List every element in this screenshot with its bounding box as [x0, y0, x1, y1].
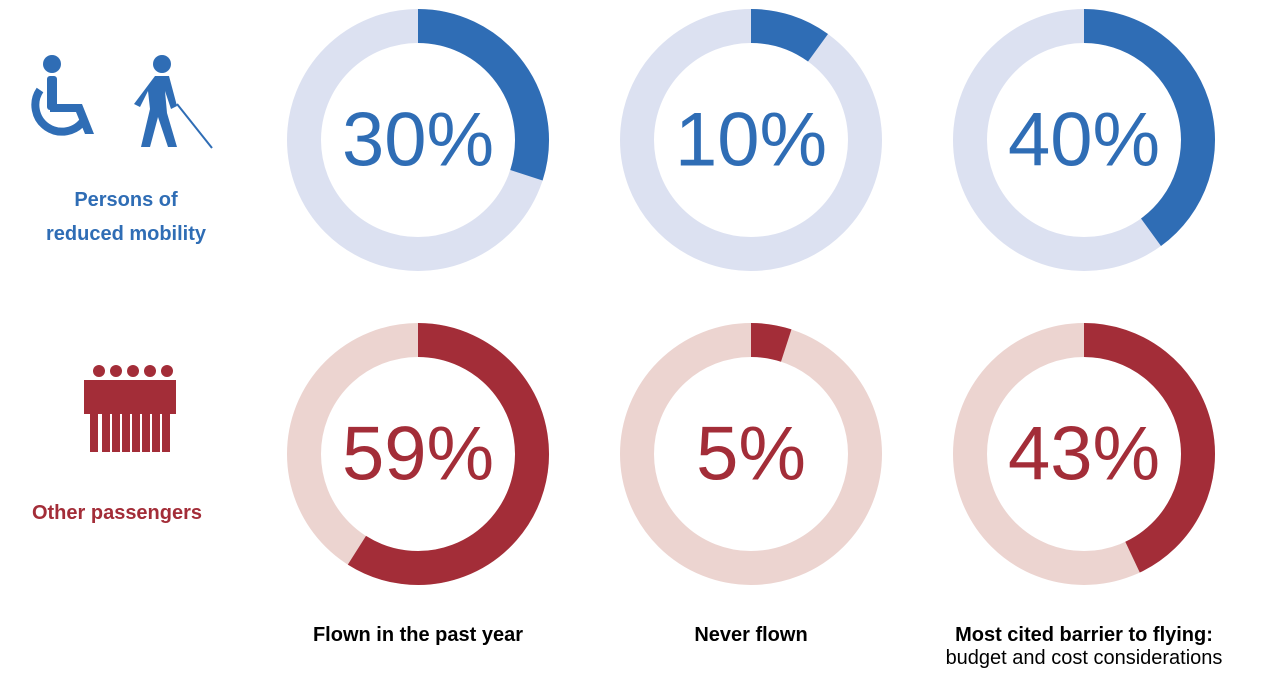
donut-value-label-persons-of-reduced-mobility-3: 40%: [1008, 98, 1160, 183]
column-label-flown-past-year: Flown in the past year: [238, 624, 598, 647]
donut-value-label-persons-of-reduced-mobility-1: 30%: [342, 98, 494, 183]
group-label-other-passengers: Other passengers: [32, 502, 202, 524]
wheelchair-icon: [31, 55, 94, 136]
donut-segment-other-passengers-2: [750, 323, 792, 362]
column-label-most-cited-barrier: Most cited barrier to flying: budget and…: [904, 624, 1264, 670]
column-label-never-flown: Never flown: [571, 624, 931, 647]
donut-segment-other-passengers-3: [1083, 323, 1215, 573]
donut-segment-persons-of-reduced-mobility-2: [750, 9, 828, 62]
donut-value-label-persons-of-reduced-mobility-2: 10%: [675, 98, 827, 183]
blind-person-icon: [134, 55, 213, 149]
donut-value-label-other-passengers-2: 5%: [696, 412, 806, 497]
column-label-text: Most cited barrier to flying:: [955, 624, 1213, 646]
donut-value-label-other-passengers-1: 59%: [342, 412, 494, 497]
donut-value-label-other-passengers-3: 43%: [1008, 412, 1160, 497]
column-subtitle-text: budget and cost considerations: [945, 647, 1223, 669]
group-of-people-icon: [84, 365, 176, 452]
column-label-text: Flown in the past year: [312, 624, 524, 646]
donut-segment-persons-of-reduced-mobility-3: [1083, 9, 1215, 246]
column-label-text: Never flown: [694, 624, 808, 646]
donut-segment-other-passengers-1: [347, 323, 549, 585]
donut-segment-persons-of-reduced-mobility-1: [417, 9, 549, 181]
group-label-prm-line1: Persons of: [74, 189, 178, 211]
group-label-prm-line2: reduced mobility: [46, 223, 207, 245]
